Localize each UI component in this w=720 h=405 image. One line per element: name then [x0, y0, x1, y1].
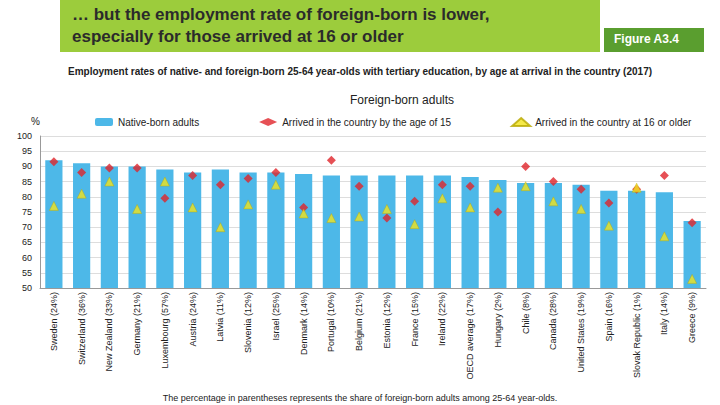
svg-text:especially for those arrived a: especially for those arrived at 16 or ol…: [72, 27, 404, 46]
svg-text:Switzerland (36%): Switzerland (36%): [77, 292, 87, 365]
svg-text:… but the employment rate of f: … but the employment rate of foreign-bor…: [72, 5, 489, 24]
svg-text:Sweden (24%): Sweden (24%): [49, 292, 59, 351]
svg-text:80: 80: [22, 192, 32, 202]
svg-text:Native-born adults: Native-born adults: [118, 117, 199, 128]
svg-text:France (15%): France (15%): [410, 292, 420, 347]
svg-text:60: 60: [22, 253, 32, 263]
svg-text:Figure A3.4: Figure A3.4: [614, 32, 679, 46]
svg-text:Canada (28%): Canada (28%): [548, 292, 558, 350]
svg-text:Ireland (22%): Ireland (22%): [437, 292, 447, 346]
svg-text:55: 55: [22, 268, 32, 278]
svg-text:Foreign-born adults: Foreign-born adults: [350, 93, 454, 107]
svg-text:Israel (25%): Israel (25%): [271, 292, 281, 341]
svg-text:Greece (9%): Greece (9%): [687, 292, 697, 343]
svg-text:Belgium (21%): Belgium (21%): [354, 292, 364, 351]
svg-text:50: 50: [22, 283, 32, 293]
svg-text:65: 65: [22, 237, 32, 247]
svg-text:Hungary (2%): Hungary (2%): [493, 292, 503, 348]
svg-text:70: 70: [22, 222, 32, 232]
svg-text:Portugal (10%): Portugal (10%): [326, 292, 336, 352]
svg-text:95: 95: [22, 146, 32, 156]
svg-text:Arrived in the country by the: Arrived in the country by the age of 15: [282, 117, 451, 128]
svg-text:100: 100: [17, 131, 32, 141]
svg-text:85: 85: [22, 177, 32, 187]
svg-text:%: %: [31, 116, 40, 127]
svg-text:Spain (16%): Spain (16%): [604, 292, 614, 342]
svg-text:90: 90: [22, 161, 32, 171]
svg-text:Latvia (11%): Latvia (11%): [215, 292, 225, 342]
svg-text:Chile (8%): Chile (8%): [521, 292, 531, 334]
svg-text:Slovenia (12%): Slovenia (12%): [243, 292, 253, 353]
svg-text:Luxembourg (57%): Luxembourg (57%): [160, 292, 170, 369]
svg-text:Austria (24%): Austria (24%): [188, 292, 198, 347]
svg-text:The percentage in parentheses: The percentage in parentheses represents…: [163, 393, 558, 403]
svg-text:Germany (21%): Germany (21%): [132, 292, 142, 356]
svg-text:OECD average (17%): OECD average (17%): [465, 292, 475, 380]
svg-text:United States (19%): United States (19%): [576, 292, 586, 373]
svg-text:Denmark (14%): Denmark (14%): [299, 292, 309, 355]
svg-text:75: 75: [22, 207, 32, 217]
svg-text:New Zealand (33%): New Zealand (33%): [104, 292, 114, 372]
svg-text:Employment rates of native- an: Employment rates of native- and foreign-…: [68, 66, 652, 77]
svg-text:Estonia (12%): Estonia (12%): [382, 292, 392, 349]
svg-text:Slovak Republic (1%): Slovak Republic (1%): [632, 292, 642, 378]
svg-text:Arrived in the country at 16 o: Arrived in the country at 16 or older: [535, 117, 692, 128]
svg-text:Italy (14%): Italy (14%): [659, 292, 669, 335]
